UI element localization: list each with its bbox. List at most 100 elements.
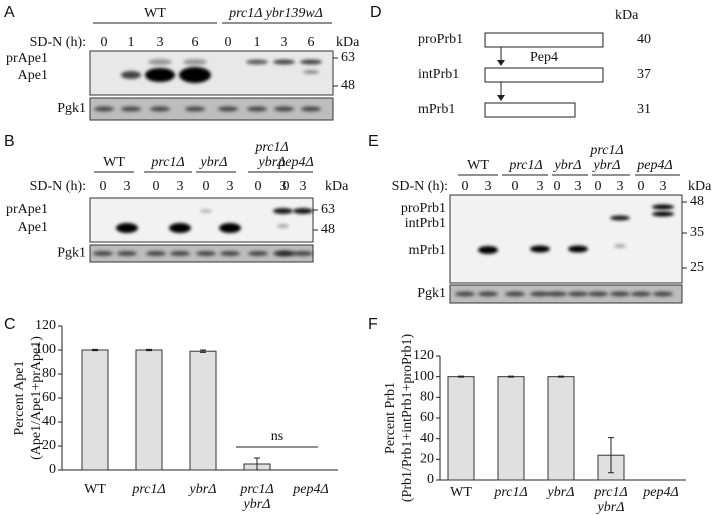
- group-label: pep4Δ: [636, 158, 672, 173]
- loading-band: [301, 106, 321, 112]
- band: [116, 223, 138, 233]
- error-bar: [458, 375, 464, 378]
- group-label: prc1Δ ybrΔ: [589, 143, 623, 173]
- x-tick-label: pep4Δ: [642, 485, 678, 500]
- time-label: SD-N (h):: [392, 179, 448, 194]
- y-tick-label: 60: [42, 390, 56, 405]
- error-bar: [558, 375, 564, 378]
- loading-band: [247, 106, 267, 112]
- error-bar: [92, 348, 98, 352]
- x-tick-label: prc1Δ ybrΔ: [239, 482, 273, 512]
- loading-band: [93, 251, 113, 256]
- band-label: intPrb1: [405, 216, 446, 231]
- y-tick-label: 0: [427, 472, 434, 487]
- blot: [89, 197, 314, 243]
- panel-label: D: [370, 4, 382, 21]
- loading-band: [117, 251, 137, 256]
- time: 0: [101, 35, 108, 50]
- band: [568, 245, 588, 253]
- y-tick-label: 20: [420, 452, 434, 467]
- bar: [189, 350, 217, 471]
- band-label: proPrb1: [401, 201, 446, 216]
- time: 0: [512, 179, 519, 194]
- time: 0: [153, 179, 160, 194]
- band-label: prApe1: [6, 51, 48, 66]
- form-box: [484, 32, 604, 48]
- x-tick-label: WT: [450, 485, 472, 500]
- loading-band: [455, 291, 475, 297]
- band: [200, 209, 212, 213]
- y-axis-label: Percent Ape1: [12, 360, 27, 435]
- y-tick-label: 100: [413, 369, 434, 384]
- loading-band: [478, 291, 498, 297]
- bar: [135, 349, 163, 471]
- band-label: Ape1: [18, 68, 48, 83]
- loading-band: [547, 291, 567, 297]
- band: [273, 208, 293, 214]
- group-label: prc1Δ ybr139wΔ: [228, 6, 323, 21]
- loading-band: [146, 251, 166, 256]
- loading-band: [568, 291, 588, 297]
- time: 3: [660, 179, 667, 194]
- form-name: proPrb1: [418, 32, 463, 47]
- y-tick-label: 20: [42, 438, 56, 453]
- time: 3: [485, 179, 492, 194]
- band: [293, 208, 313, 214]
- band: [273, 59, 295, 65]
- band: [652, 204, 674, 210]
- time: 0: [255, 179, 262, 194]
- band: [530, 245, 550, 253]
- error-bar: [254, 457, 260, 471]
- marker: 48: [321, 222, 335, 237]
- panel-label: C: [4, 316, 16, 333]
- time: 0: [554, 179, 561, 194]
- band: [610, 215, 630, 221]
- x-tick-label: pep4Δ: [292, 482, 328, 497]
- time: 3: [300, 179, 307, 194]
- band: [277, 224, 289, 228]
- loading-band: [505, 291, 525, 297]
- marker: 48: [690, 194, 704, 209]
- marker: 35: [690, 225, 704, 240]
- form-name: intPrb1: [418, 67, 459, 82]
- group-label: prc1Δ: [508, 158, 542, 173]
- arrow-head: [497, 60, 505, 66]
- x-tick-label: prc1Δ: [131, 482, 165, 497]
- error-bar: [146, 348, 152, 352]
- y-axis-label: (Ape1/Ape1+prApe1): [29, 336, 44, 460]
- group-label: prc1Δ ybrΔ: [254, 140, 288, 170]
- marker: 63: [321, 202, 335, 217]
- bar: [547, 376, 575, 481]
- time: 3: [281, 35, 288, 50]
- time: 1: [128, 35, 135, 50]
- loading-band: [150, 106, 170, 112]
- loading-band: [610, 291, 630, 297]
- loading-band: [276, 251, 296, 256]
- blot: [449, 194, 683, 284]
- band: [652, 211, 674, 217]
- y-tick-label: 40: [42, 414, 56, 429]
- y-axis-label: Percent Prb1: [383, 382, 398, 454]
- panel-label: B: [4, 133, 15, 150]
- y-tick-label: 120: [413, 348, 434, 363]
- error-bar: [508, 375, 514, 378]
- loading-band: [94, 106, 114, 112]
- unit: kDa: [325, 179, 349, 194]
- band: [148, 59, 172, 65]
- time: 0: [225, 35, 232, 50]
- band: [303, 70, 319, 74]
- x-tick-label: prc1Δ: [493, 485, 527, 500]
- form-box: [484, 67, 604, 83]
- annotation: ns: [271, 429, 283, 444]
- y-tick-label: 60: [420, 410, 434, 425]
- band: [219, 223, 241, 233]
- group-label: ybrΔ: [199, 155, 228, 170]
- loading-band: [220, 251, 240, 256]
- y-tick-label: 40: [420, 431, 434, 446]
- unit: kDa: [615, 8, 639, 23]
- x-tick-label: prc1Δ ybrΔ: [593, 485, 627, 515]
- loading-band: [274, 106, 294, 112]
- x-tick-label: ybrΔ: [546, 485, 575, 500]
- loading-band: [588, 291, 608, 297]
- y-axis-label: (Prb1/Prb1+intPrb1+proPrb1): [400, 334, 415, 503]
